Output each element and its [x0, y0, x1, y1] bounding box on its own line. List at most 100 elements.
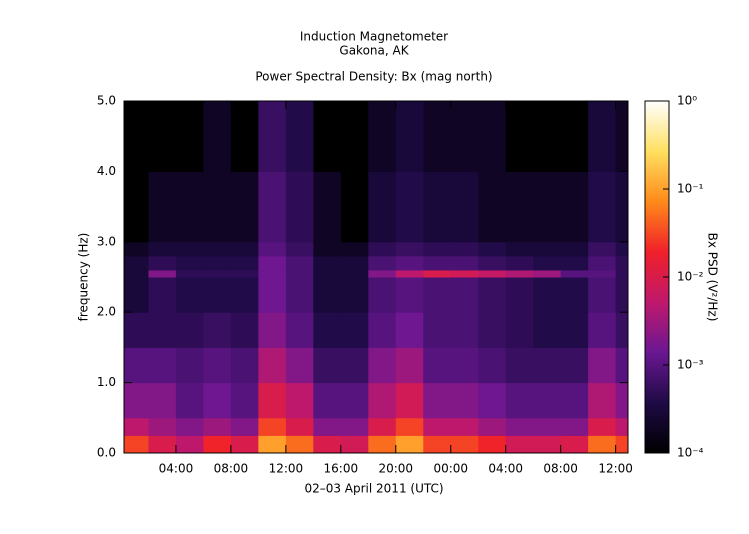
heatmap-cell: [533, 171, 562, 243]
heatmap-cell: [230, 435, 259, 454]
heatmap-cell: [423, 171, 452, 243]
heatmap-cell: [285, 435, 314, 454]
x-axis-label: 02–03 April 2011 (UTC): [304, 482, 443, 496]
x-tick-label: 08:00: [214, 462, 249, 476]
heatmap-cell: [258, 347, 287, 384]
heatmap-cell: [560, 269, 589, 278]
heatmap-cell: [533, 255, 562, 271]
heatmap-cell: [313, 101, 342, 172]
plot-frame: [123, 100, 629, 454]
heatmap-cell: [615, 435, 629, 454]
heatmap-cell: [368, 347, 397, 384]
heatmap-cell: [175, 417, 204, 436]
heatmap-cell: [450, 255, 479, 271]
x-tick-label: 12:00: [269, 462, 304, 476]
heatmap-cell: [230, 171, 259, 243]
heatmap-cell: [368, 312, 397, 348]
heatmap-cell: [560, 347, 589, 384]
heatmap-cell: [175, 255, 204, 271]
heatmap-cell: [175, 382, 204, 419]
heatmap-cell: [395, 269, 424, 278]
colorbar-label: Bx PSD (V²/Hz): [706, 233, 720, 322]
heatmap-cell: [560, 312, 589, 348]
heatmap-cell: [615, 312, 629, 348]
heatmap-cell: [505, 417, 534, 436]
heatmap-cell: [124, 312, 149, 348]
heatmap-cell: [533, 241, 562, 257]
heatmap-cell: [313, 312, 342, 348]
heatmap-cell: [230, 312, 259, 348]
heatmap-cell: [505, 312, 534, 348]
heatmap-cell: [423, 277, 452, 313]
heatmap-cell: [450, 347, 479, 384]
x-tick-label: 08:00: [543, 462, 578, 476]
heatmap-cell: [395, 241, 424, 257]
x-tick-label: 04:00: [159, 462, 194, 476]
heatmap-cell: [423, 417, 452, 436]
heatmap-cell: [148, 417, 177, 436]
heatmap-cell: [423, 435, 452, 454]
heatmap-cell: [124, 171, 149, 243]
heatmap-cell: [533, 435, 562, 454]
heatmap-cell: [478, 347, 507, 384]
heatmap-cell: [124, 101, 149, 172]
heatmap-cell: [124, 382, 149, 419]
heatmap-cell: [395, 435, 424, 454]
heatmap-cell: [175, 241, 204, 257]
heatmap-cell: [285, 241, 314, 257]
heatmap-cell: [368, 171, 397, 243]
heatmap-cell: [423, 347, 452, 384]
heatmap-cell: [588, 382, 617, 419]
y-tick-label: 1.0: [97, 375, 116, 389]
heatmap-cell: [258, 312, 287, 348]
colorbar-tick-label: 10⁻²: [677, 270, 704, 284]
heatmap-cell: [560, 171, 589, 243]
heatmap-cell: [148, 171, 177, 243]
heatmap-cell: [258, 255, 287, 271]
heatmap-cell: [505, 101, 534, 172]
heatmap-cell: [588, 255, 617, 271]
heatmap-cell: [423, 269, 452, 278]
heatmap-cell: [203, 382, 232, 419]
heatmap-cell: [615, 241, 629, 257]
heatmap-cell: [478, 269, 507, 278]
heatmap-cell: [533, 269, 562, 278]
heatmap-cell: [148, 347, 177, 384]
heatmap-cell: [175, 312, 204, 348]
x-tick-label: 04:00: [488, 462, 523, 476]
heatmap-cell: [313, 241, 342, 257]
heatmap-cell: [285, 101, 314, 172]
heatmap-cell: [340, 171, 369, 243]
heatmap-cell: [478, 255, 507, 271]
heatmap-cell: [175, 101, 204, 172]
heatmap-cell: [285, 347, 314, 384]
chart-subtitle: Gakona, AK: [339, 44, 409, 58]
heatmap-cell: [148, 435, 177, 454]
heatmap-cell: [203, 435, 232, 454]
heatmap-cell: [450, 171, 479, 243]
heatmap-cell: [478, 277, 507, 313]
heatmap-cell: [588, 312, 617, 348]
heatmap-cell: [450, 241, 479, 257]
heatmap-cell: [124, 347, 149, 384]
heatmap-cell: [313, 277, 342, 313]
heatmap-cell: [533, 347, 562, 384]
heatmap-cell: [203, 101, 232, 172]
x-tick-label: 12:00: [598, 462, 633, 476]
heatmap-cell: [478, 171, 507, 243]
colorbar-tick-label: 10⁻³: [677, 358, 704, 372]
heatmap-cell: [505, 171, 534, 243]
heatmap-cell: [313, 255, 342, 271]
heatmap-cell: [230, 255, 259, 271]
heatmap-cell: [203, 312, 232, 348]
heatmap-cell: [230, 101, 259, 172]
heatmap-cell: [175, 277, 204, 313]
heatmap-cell: [615, 101, 629, 172]
heatmap-cell: [615, 417, 629, 436]
y-tick-label: 4.0: [97, 164, 116, 178]
heatmap-cell: [450, 312, 479, 348]
heatmap-cell: [148, 382, 177, 419]
heatmap-cell: [124, 241, 149, 257]
heatmap-cell: [258, 171, 287, 243]
